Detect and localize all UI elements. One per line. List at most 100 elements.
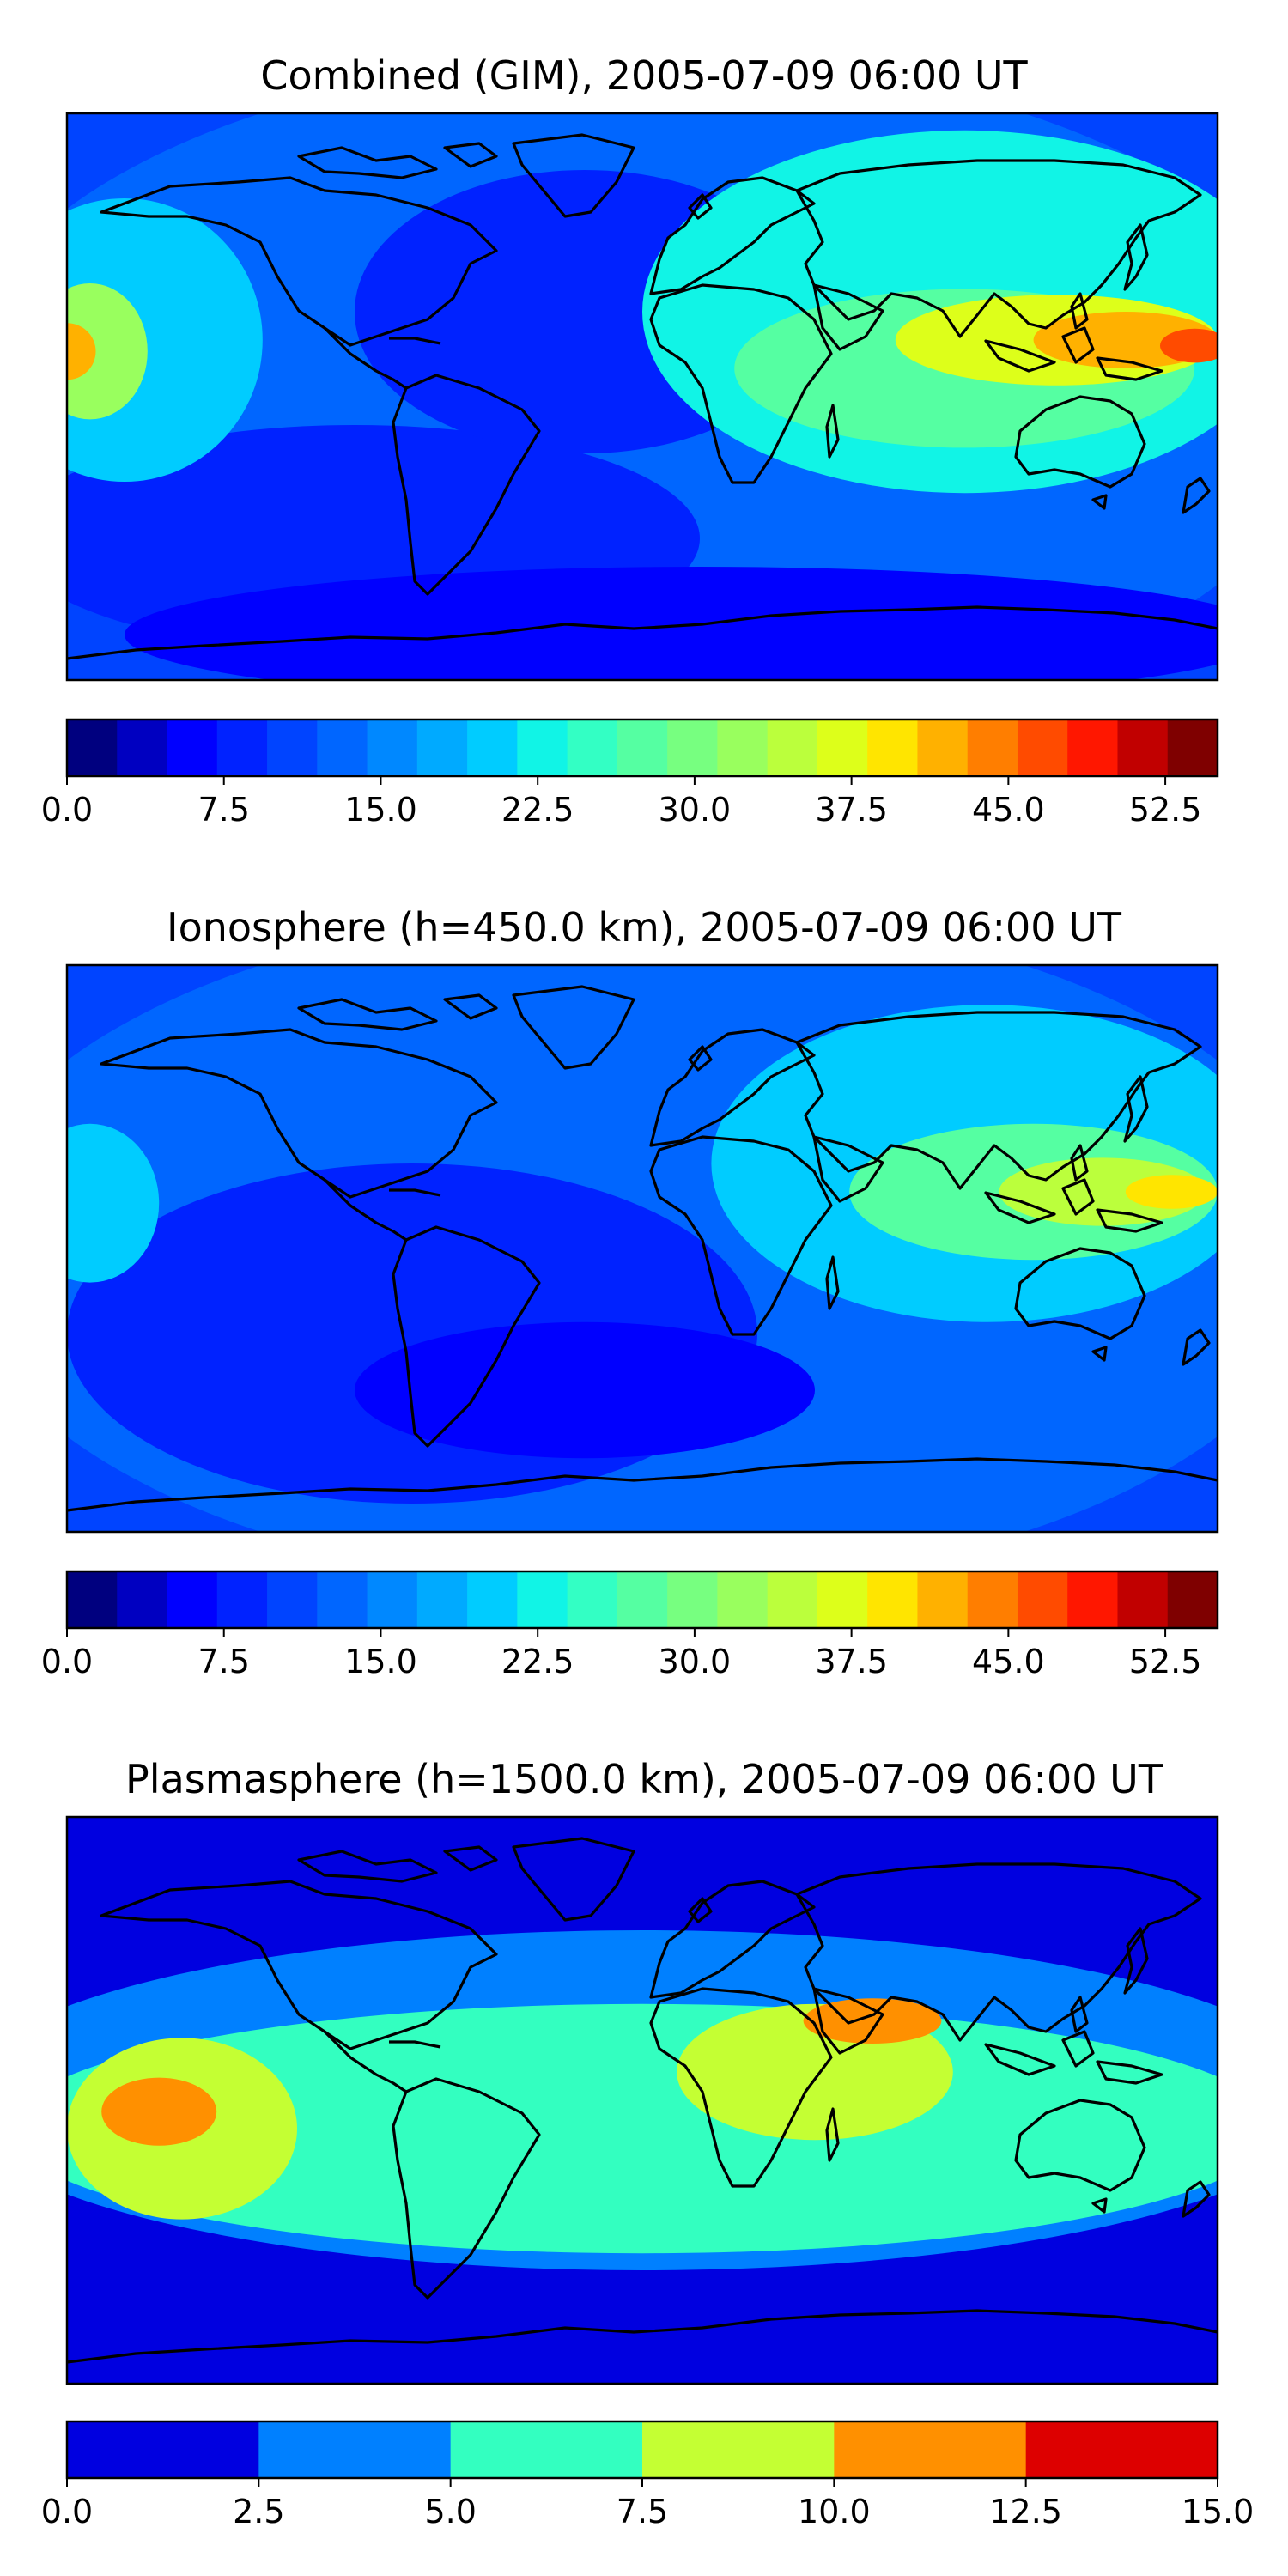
contour-field <box>67 965 1218 1532</box>
colorbar-swatch <box>367 720 418 776</box>
colorbar-swatch <box>867 1571 919 1628</box>
colorbar-swatch <box>767 1571 818 1628</box>
colorbar-swatch <box>567 720 618 776</box>
panel-combined: Combined (GIM), 2005-07-09 06:00 UT 0.0 7.… <box>41 52 1219 829</box>
colorbar-swatch <box>450 2421 643 2478</box>
colorbar-combined: 0.0 7.5 15.0 22.5 30.0 37.5 45.0 52.5 <box>41 718 1219 829</box>
colorbar-swatch <box>967 720 1018 776</box>
colorbar-swatch <box>367 1571 418 1628</box>
colorbar-tick-label: 45.0 <box>972 791 1045 829</box>
contour-region <box>67 1123 160 1283</box>
colorbar-tick-label: 37.5 <box>815 791 888 829</box>
colorbar-tick-label: 0.0 <box>41 791 93 829</box>
colorbar-tick-label: 10.0 <box>798 2493 871 2530</box>
colorbar-swatch <box>667 720 718 776</box>
colorbar-frame <box>65 1570 1219 1630</box>
colorbar-swatch <box>258 2421 452 2478</box>
contour-field <box>67 1817 1218 2384</box>
colorbar-swatch <box>67 2421 259 2478</box>
colorbar-plasmasphere: 0.0 2.5 5.0 7.5 10.0 12.5 15.0 <box>41 2420 1255 2530</box>
colorbar-swatch <box>917 720 969 776</box>
colorbar-tick-label: 30.0 <box>659 1643 732 1680</box>
colorbar-swatch <box>1167 720 1218 776</box>
colorbar-swatch <box>67 1571 118 1628</box>
contour-region <box>101 2077 217 2146</box>
colorbar-swatch <box>1117 720 1169 776</box>
colorbar-swatch <box>267 1571 318 1628</box>
colorbar-tick-label: 0.0 <box>41 1643 93 1680</box>
colorbar-swatch <box>667 1571 718 1628</box>
colorbar-tick-label: 30.0 <box>659 791 732 829</box>
colorbar-tick-label: 7.5 <box>617 2493 668 2530</box>
colorbar-tick-label: 45.0 <box>972 1643 1045 1680</box>
colorbar-swatch <box>717 720 769 776</box>
colorbar-swatch <box>767 720 818 776</box>
map-frame <box>65 112 1219 682</box>
colorbar-swatch <box>1017 720 1068 776</box>
colorbar-swatch <box>517 1571 568 1628</box>
colorbar-swatch <box>317 720 368 776</box>
colorbar-tick-label: 22.5 <box>501 791 574 829</box>
contour-region <box>67 283 148 420</box>
contour-region <box>355 1321 815 1459</box>
colorbar-tick-label: 2.5 <box>233 2493 284 2530</box>
colorbar-swatch <box>216 1571 268 1628</box>
colorbar-swatch <box>216 720 268 776</box>
colorbar-swatch <box>117 1571 168 1628</box>
colorbar-ionosphere: 0.0 7.5 15.0 22.5 30.0 37.5 45.0 52.5 <box>41 1570 1219 1680</box>
colorbar-tick-label: 7.5 <box>198 1643 250 1680</box>
colorbar-swatch <box>1067 1571 1119 1628</box>
colorbar-tick-label: 0.0 <box>41 2493 93 2530</box>
colorbar-tick-label: 12.5 <box>989 2493 1062 2530</box>
map-frame <box>65 1815 1219 2385</box>
colorbar-swatch <box>1167 1571 1218 1628</box>
colorbar-tick-label: 15.0 <box>344 791 417 829</box>
colorbar-swatch <box>467 1571 518 1628</box>
panel-title: Plasmasphere (h=1500.0 km), 2005-07-09 0… <box>125 1756 1163 1802</box>
colorbar-swatch <box>117 720 168 776</box>
colorbar-swatch <box>1017 1571 1068 1628</box>
colorbar-swatch <box>617 720 668 776</box>
colorbar-swatch <box>517 720 568 776</box>
colorbar-swatch <box>467 720 518 776</box>
colorbar-frame <box>65 718 1219 778</box>
colorbar-tick-label: 7.5 <box>198 791 250 829</box>
map-plasmasphere <box>65 1815 1219 2385</box>
colorbar-swatch <box>967 1571 1018 1628</box>
panel-plasmasphere: Plasmasphere (h=1500.0 km), 2005-07-09 0… <box>41 1756 1255 2530</box>
panel-title: Ionosphere (h=450.0 km), 2005-07-09 06:0… <box>167 904 1122 951</box>
colorbar-swatch <box>1025 2421 1218 2478</box>
colorbar-tick-label: 22.5 <box>501 1643 574 1680</box>
contour-region <box>1125 1175 1218 1209</box>
colorbar-swatch <box>717 1571 769 1628</box>
contour-field <box>67 113 1218 680</box>
colorbar-swatch <box>834 2421 1027 2478</box>
colorbar-tick-label: 5.0 <box>424 2493 476 2530</box>
colorbar-tick-label: 15.0 <box>1182 2493 1255 2530</box>
map-combined <box>65 112 1219 682</box>
colorbar-swatch <box>817 720 868 776</box>
contour-region <box>803 1998 942 2044</box>
colorbar-swatch <box>567 1571 618 1628</box>
colorbar-swatch <box>416 720 468 776</box>
colorbar-swatch <box>617 1571 668 1628</box>
colorbar-swatch <box>167 720 218 776</box>
panel-ionosphere: Ionosphere (h=450.0 km), 2005-07-09 06:0… <box>41 904 1219 1680</box>
colorbar-swatch <box>416 1571 468 1628</box>
colorbar-swatch <box>867 720 919 776</box>
map-ionosphere <box>65 963 1219 1534</box>
colorbar-swatch <box>817 1571 868 1628</box>
colorbar-swatch <box>917 1571 969 1628</box>
colorbar-swatch <box>167 1571 218 1628</box>
colorbar-swatch <box>317 1571 368 1628</box>
panel-title: Combined (GIM), 2005-07-09 06:00 UT <box>260 52 1028 99</box>
contour-region <box>67 323 96 380</box>
contour-region <box>125 567 1218 680</box>
colorbar-swatch <box>642 2421 835 2478</box>
colorbar-tick-label: 15.0 <box>344 1643 417 1680</box>
colorbar-swatch <box>67 720 118 776</box>
colorbar-tick-label: 52.5 <box>1129 1643 1202 1680</box>
colorbar-swatch <box>267 720 318 776</box>
colorbar-swatch <box>1067 720 1119 776</box>
